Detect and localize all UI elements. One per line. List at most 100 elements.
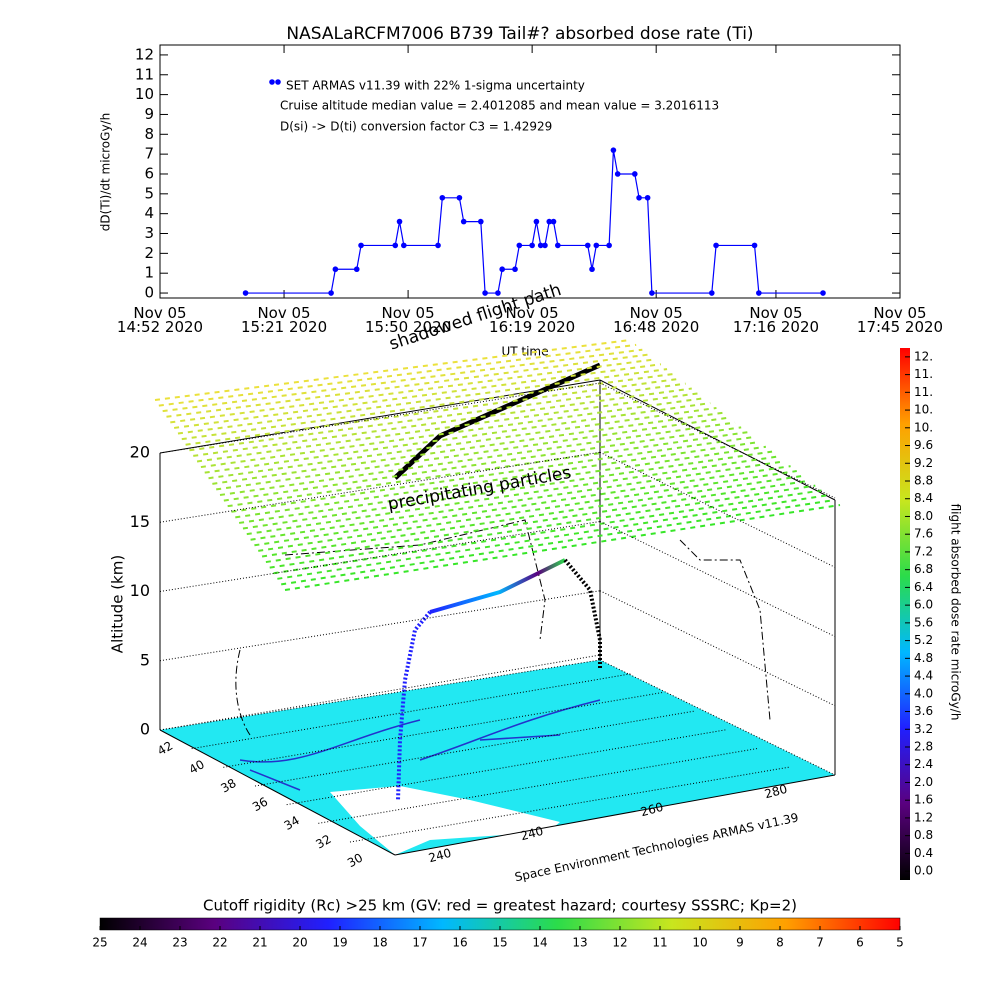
particle-hatch: [261, 474, 804, 558]
x-tick-label: Nov 05 16:48 2020: [613, 304, 700, 336]
data-point: [456, 194, 463, 201]
colorbar-tick-label: 5.2: [914, 633, 933, 647]
grid-line: [599, 521, 836, 637]
y-tick-label: 4: [144, 204, 154, 222]
data-point: [593, 242, 600, 249]
lat-tick-label: 40: [187, 757, 207, 777]
particle-hatch: [227, 431, 748, 508]
colorbar-tick-label: 9: [736, 936, 744, 950]
colorbar-tick-label: 7: [816, 936, 824, 950]
colorbar-tick-label: 0.4: [914, 846, 933, 860]
annotation: D(si) -> D(ti) conversion factor C3 = 1.…: [280, 120, 552, 134]
particle-hatch: [258, 470, 797, 552]
x-tick-label: Nov 05 17:45 2020: [856, 304, 944, 336]
lon-tick-label: 260: [639, 800, 665, 819]
3d-scene: [99, 339, 910, 931]
colorbar-tick-label: 3.6: [914, 704, 933, 718]
colorbar-tick-label: 2.0: [914, 775, 933, 789]
particle-hatch: [196, 392, 699, 463]
lon-tick-label: 280: [763, 782, 789, 801]
data-point: [439, 194, 446, 201]
plot-frame: [159, 44, 901, 299]
data-point: [708, 290, 715, 296]
y-axis-label: dD(Ti)/dt microGy/h: [99, 113, 113, 231]
map-floor: [160, 660, 835, 855]
grid-line: [159, 590, 601, 662]
particle-hatch: [231, 436, 754, 513]
colorbar-tick-label: 17: [412, 936, 427, 950]
particle-hatch: [181, 372, 674, 441]
colorbar-tick-label: 2.8: [914, 740, 933, 754]
particle-hatch: [277, 494, 828, 580]
y-tick-label: 6: [144, 164, 154, 182]
particle-hatch: [170, 358, 655, 424]
colorbar-tick-label: 8: [776, 936, 784, 950]
data-point: [435, 242, 441, 249]
box-edge: [159, 379, 601, 454]
particle-hatch: [166, 353, 649, 418]
series-line: [245, 150, 824, 294]
data-point: [396, 218, 403, 225]
lat-tick-label: 30: [345, 851, 365, 871]
colorbar-tick-label: 22: [212, 936, 227, 950]
lat-tick-label: 36: [250, 795, 270, 815]
data-point: [460, 218, 467, 225]
colorbar-tick-label: 18: [372, 936, 387, 950]
data-point: [328, 290, 334, 296]
y-tick-label: 2: [144, 244, 154, 262]
data-point: [242, 290, 249, 296]
data-point: [516, 242, 523, 249]
particle-hatch: [185, 377, 680, 446]
particle-hatch: [235, 440, 760, 519]
box-edge: [159, 729, 396, 856]
data-point: [332, 266, 339, 273]
lat-tick-label: 38: [218, 776, 238, 796]
colorbar-tick-label: 13: [572, 936, 587, 950]
colorbar-tick-label: 0.8: [914, 828, 933, 842]
y-tick-label: 7: [144, 145, 154, 163]
z-axis-label: Altitude (km): [109, 555, 127, 653]
particle-hatch: [254, 465, 791, 547]
particle-hatch: [281, 499, 834, 586]
colorbar-tick-label: 25: [92, 936, 107, 950]
colorbar-tick-label: 1.2: [914, 810, 933, 824]
ocean: [330, 786, 560, 855]
x-tick-label: Nov 05 16:19 2020: [489, 304, 576, 336]
x-tick-label: Nov 05 15:50 2020: [364, 304, 452, 336]
chart-title: NASALaRCFM7006 B739 Tail#? absorbed dose…: [286, 24, 753, 44]
x-tick-label: Nov 05 15:21 2020: [240, 304, 328, 336]
data-point: [537, 242, 544, 249]
data-point: [495, 290, 501, 296]
particle-hatch: [177, 368, 668, 435]
colorbar-tick-label: 11: [652, 936, 667, 950]
colorbar-tick-label: 10.: [914, 403, 933, 417]
colorbar-tick-label: 21: [252, 936, 267, 950]
colorbar-tick-label: 16: [452, 936, 467, 950]
particle-hatch: [223, 426, 742, 502]
colorbar: [900, 348, 910, 880]
colorbar-tick-label: 6.4: [914, 580, 933, 594]
colorbar-tick-label: 10.: [914, 420, 933, 434]
legend-marker: [269, 79, 275, 85]
colorbar-tick-label: 6: [856, 936, 864, 950]
colorbar-tick-label: 10: [692, 936, 707, 950]
flight-path: [563, 558, 602, 670]
y-tick-label: 0: [144, 284, 154, 302]
particle-hatch: [173, 363, 662, 429]
colorbar-tick-label: 5: [896, 936, 904, 950]
annotation: Cruise altitude median value = 2.4012085…: [280, 99, 719, 113]
particle-hatch: [219, 421, 736, 496]
flight-path-shadow: [393, 362, 602, 480]
data-point: [636, 194, 642, 201]
x-tick-label: Nov 05 14:52 2020: [116, 304, 204, 336]
colorbar-tick-label: 15: [492, 936, 507, 950]
data-point: [614, 171, 621, 177]
particle-hatch: [238, 445, 767, 524]
grid-line: [159, 521, 601, 592]
y-tick-label: 12: [135, 45, 154, 63]
data-point: [533, 218, 540, 225]
colorbar-tick-label: 8.4: [914, 491, 933, 505]
grid-line: [159, 659, 601, 731]
y-tick-label: 10: [135, 85, 154, 103]
colorbar-label: flight absorbed dose rate microGy/h: [949, 504, 963, 721]
